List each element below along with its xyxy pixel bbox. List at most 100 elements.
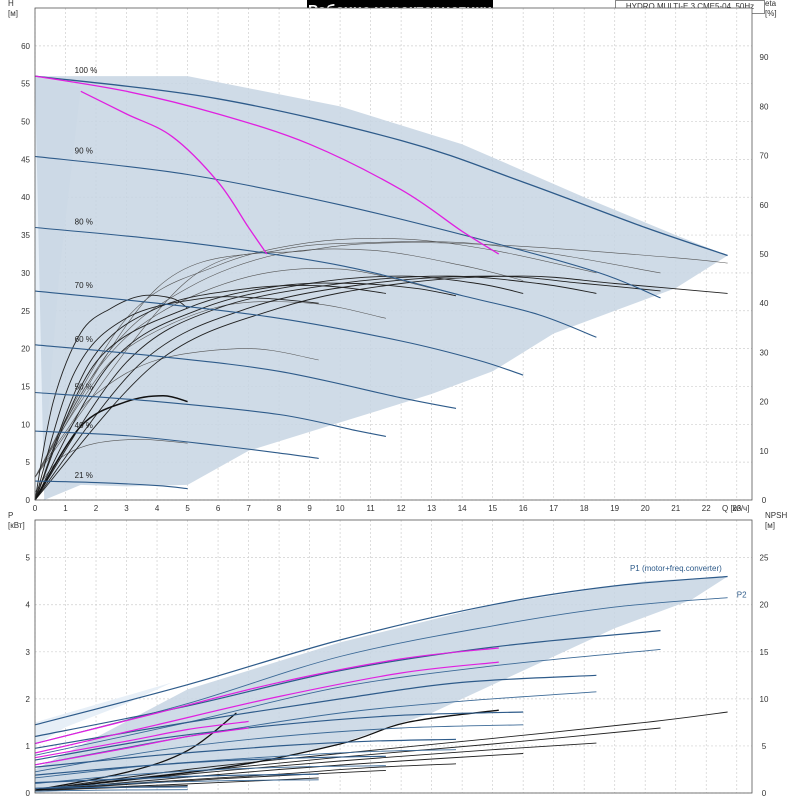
- power-y-tick-label: 1: [26, 742, 31, 751]
- head-y-tick-label: 35: [21, 231, 30, 240]
- head-y2-tick-label: 10: [760, 447, 769, 456]
- head-x-tick-label: 12: [397, 504, 406, 513]
- power-y2-axis-label: NPSH: [765, 511, 787, 520]
- p2-series-label: P2: [737, 591, 747, 600]
- power-y2-tick-label: 20: [760, 601, 769, 610]
- head-y2-tick-label: 50: [760, 250, 769, 259]
- efficiency-curve: [34, 285, 386, 501]
- head-x-axis-label: Q [м³/ч]: [722, 504, 749, 513]
- power-y2-tick-label: 15: [760, 648, 769, 657]
- power-y-tick-label: 2: [26, 695, 31, 704]
- p2-power-curve: [34, 779, 319, 789]
- head-aux-curve: [34, 268, 463, 478]
- head-x-tick-label: 3: [124, 504, 129, 513]
- head-x-tick-label: 7: [246, 504, 251, 513]
- npsh-curve: [34, 753, 524, 791]
- speed-curve-label: 90 %: [75, 146, 93, 155]
- head-x-tick-label: 22: [702, 504, 711, 513]
- head-y-axis-unit: [м]: [8, 9, 18, 18]
- p1-power-curve: [34, 711, 524, 761]
- npsh-curve: [34, 769, 386, 791]
- power-duty-curve-magenta: [34, 661, 499, 754]
- p1-power-curve: [34, 773, 319, 784]
- head-aux-curve: [34, 301, 386, 478]
- speed-curve-label: 60 %: [75, 335, 93, 344]
- p1-power-curve: [34, 674, 597, 749]
- power-y-axis-label: P: [8, 511, 13, 520]
- speed-curve-label: 70 %: [75, 281, 93, 290]
- head-y-tick-label: 5: [26, 458, 31, 467]
- speed-curve: [34, 290, 524, 376]
- p1-power-curve: [34, 755, 386, 776]
- head-y2-axis-label: eta: [765, 0, 777, 8]
- head-x-tick-label: 2: [94, 504, 99, 513]
- p1-power-curve: [34, 738, 457, 768]
- head-y-tick-label: 25: [21, 307, 30, 316]
- head-aux-curve: [34, 242, 728, 478]
- head-chart-panel: 100 %90 %80 %70 %60 %50 %40 %21 %0510152…: [8, 0, 777, 513]
- head-frame: [34, 7, 753, 501]
- head-y-axis-label: H: [8, 0, 14, 8]
- head-x-tick-label: 6: [216, 504, 221, 513]
- power-y-tick-label: 0: [26, 789, 31, 798]
- head-aux-curve: [34, 248, 524, 478]
- npsh-curve-heavy: [34, 709, 499, 791]
- p2-power-curve: [34, 648, 661, 756]
- speed-curve: [34, 480, 188, 490]
- head-y-tick-label: 60: [21, 42, 30, 51]
- p1-power-curve: [34, 630, 661, 738]
- speed-curve: [34, 391, 387, 437]
- power-y2-tick-label: 10: [760, 695, 769, 704]
- efficiency-curve: [34, 275, 597, 501]
- head-y2-tick-label: 40: [760, 299, 769, 308]
- speed-curve-label: 21 %: [75, 471, 93, 480]
- speed-curve: [34, 430, 319, 459]
- head-x-tick-label: 17: [549, 504, 558, 513]
- power-y-tick-label: 5: [26, 554, 31, 563]
- power-y-axis-unit: [кВт]: [8, 521, 25, 530]
- head-x-tick-label: 11: [366, 504, 375, 513]
- p2-power-curve: [34, 597, 728, 745]
- head-y2-tick-label: 90: [760, 53, 769, 62]
- p1-power-curve: [34, 575, 728, 726]
- head-y2-axis-unit: [%]: [765, 9, 777, 18]
- head-x-tick-label: 13: [427, 504, 436, 513]
- p2-power-curve: [34, 765, 386, 785]
- speed-curve-label: 100 %: [75, 66, 98, 75]
- head-y-tick-label: 20: [21, 345, 30, 354]
- head-y-tick-label: 30: [21, 269, 30, 278]
- head-operating-range: [35, 76, 728, 500]
- p2-power-curve: [34, 789, 188, 792]
- p1-series-label: P1 (motor+freq.converter): [630, 564, 722, 573]
- speed-curve: [34, 155, 661, 299]
- head-x-tick-label: 0: [33, 504, 38, 513]
- head-y-tick-label: 50: [21, 118, 30, 127]
- head-x-tick-label: 10: [336, 504, 345, 513]
- head-y2-tick-label: 80: [760, 102, 769, 111]
- p2-power-curve: [34, 749, 457, 779]
- efficiency-curve: [34, 282, 457, 501]
- power-chart-panel: P1 (motor+freq.converter)P20123450510152…: [8, 511, 787, 798]
- head-y2-tick-label: 60: [760, 201, 769, 210]
- power-y2-axis-unit: [м]: [765, 521, 775, 530]
- head-y2-tick-label: 70: [760, 152, 769, 161]
- head-x-tick-label: 20: [641, 504, 650, 513]
- head-x-tick-label: 23: [732, 504, 741, 513]
- p2-power-curve: [34, 724, 524, 773]
- duty-curve-magenta: [80, 90, 268, 255]
- head-x-tick-label: 18: [580, 504, 589, 513]
- head-y-tick-label: 15: [21, 382, 30, 391]
- efficiency-curve: [34, 296, 319, 501]
- power-operating-range: [35, 576, 728, 793]
- speed-curve-label: 40 %: [75, 421, 93, 430]
- power-y-tick-label: 4: [26, 601, 31, 610]
- speed-curve: [34, 344, 457, 409]
- npsh-curve: [34, 785, 188, 792]
- head-x-tick-label: 16: [519, 504, 528, 513]
- p1-power-curve: [34, 786, 188, 789]
- head-y-tick-label: 55: [21, 80, 30, 89]
- duty-curve-magenta: [34, 75, 500, 255]
- power-y2-tick-label: 0: [762, 789, 767, 798]
- p2-power-curve: [34, 691, 597, 766]
